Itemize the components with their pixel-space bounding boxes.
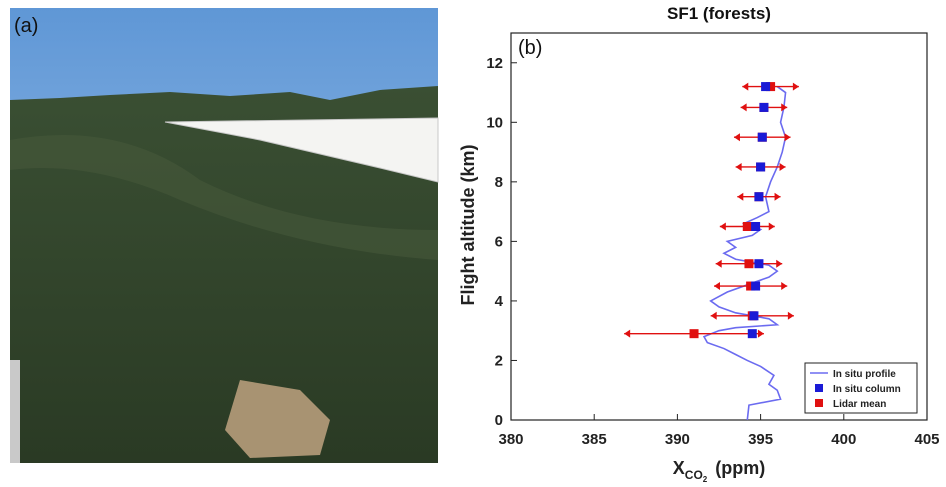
window-edge bbox=[10, 360, 20, 463]
photo: (a) bbox=[10, 8, 439, 463]
y-tick-label: 6 bbox=[495, 233, 503, 250]
column-marker bbox=[756, 162, 766, 172]
mountains bbox=[10, 86, 438, 463]
x-axis-label: XCO2 (ppm) bbox=[673, 458, 765, 484]
y-tick-label: 10 bbox=[486, 114, 503, 131]
arrow-head bbox=[774, 192, 781, 201]
arrow-head bbox=[719, 222, 726, 231]
clearing bbox=[225, 380, 330, 458]
arrow-head bbox=[792, 82, 799, 91]
legend-swatch bbox=[815, 384, 823, 392]
legend-label: Lidar mean bbox=[833, 399, 886, 410]
y-tick-label: 4 bbox=[495, 293, 504, 310]
x-tick-label: 380 bbox=[498, 431, 523, 448]
arrow-head bbox=[757, 329, 764, 338]
legend-label: In situ column bbox=[833, 384, 901, 395]
lidar-marker bbox=[744, 259, 754, 269]
arrow-head bbox=[737, 192, 744, 201]
legend-swatch bbox=[815, 399, 823, 407]
x-label-unit: (ppm) bbox=[715, 458, 765, 478]
arrow-head bbox=[784, 133, 791, 142]
arrow-head bbox=[776, 259, 783, 268]
x-label-main: X bbox=[673, 458, 685, 478]
arrow-head bbox=[624, 329, 631, 338]
x-label-sub: CO bbox=[685, 468, 703, 482]
lidar-marker bbox=[746, 281, 756, 291]
column-marker bbox=[759, 102, 769, 112]
lidar-marker bbox=[689, 329, 699, 339]
legend-label: In situ profile bbox=[833, 369, 896, 380]
column-marker bbox=[751, 281, 761, 291]
arrow-head bbox=[715, 259, 722, 268]
x-tick-label: 395 bbox=[748, 431, 773, 448]
column-marker bbox=[747, 329, 757, 339]
x-tick-label: 390 bbox=[665, 431, 690, 448]
arrow-head bbox=[781, 103, 788, 112]
arrow-head bbox=[735, 162, 742, 171]
lidar-marker bbox=[766, 82, 776, 92]
arrow-head bbox=[733, 133, 740, 142]
y-tick-label: 12 bbox=[486, 55, 503, 72]
column-marker bbox=[749, 311, 759, 321]
x-tick-label: 400 bbox=[831, 431, 856, 448]
column-marker bbox=[754, 192, 764, 202]
chart-title: SF1 (forests) bbox=[667, 4, 771, 23]
y-tick-label: 2 bbox=[495, 352, 503, 369]
arrow-head bbox=[710, 311, 717, 320]
arrow-head bbox=[714, 282, 721, 291]
ridge bbox=[10, 135, 438, 260]
column-marker bbox=[757, 132, 767, 142]
profile-line bbox=[702, 85, 787, 421]
panel-label: (a) bbox=[14, 15, 38, 37]
arrow-head bbox=[779, 162, 786, 171]
arrow-head bbox=[768, 222, 775, 231]
wing bbox=[164, 117, 439, 183]
column-marker bbox=[751, 222, 761, 231]
arrow-head bbox=[742, 82, 749, 91]
lidar-marker bbox=[742, 222, 752, 231]
panel-label: (b) bbox=[518, 37, 542, 59]
arrow-head bbox=[740, 103, 747, 112]
plot-frame bbox=[510, 32, 928, 421]
x-tick-label: 385 bbox=[582, 431, 607, 448]
y-tick-label: 8 bbox=[495, 174, 503, 191]
x-tick-label: 405 bbox=[914, 431, 939, 448]
column-marker bbox=[754, 259, 764, 269]
column-marker bbox=[761, 82, 771, 92]
legend-box bbox=[804, 362, 918, 414]
y-tick-label: 0 bbox=[495, 412, 503, 429]
y-axis-label: Flight altitude (km) bbox=[458, 145, 478, 306]
arrow-head bbox=[787, 311, 794, 320]
x-label-subsub: 2 bbox=[703, 475, 708, 484]
arrow-head bbox=[781, 282, 788, 291]
